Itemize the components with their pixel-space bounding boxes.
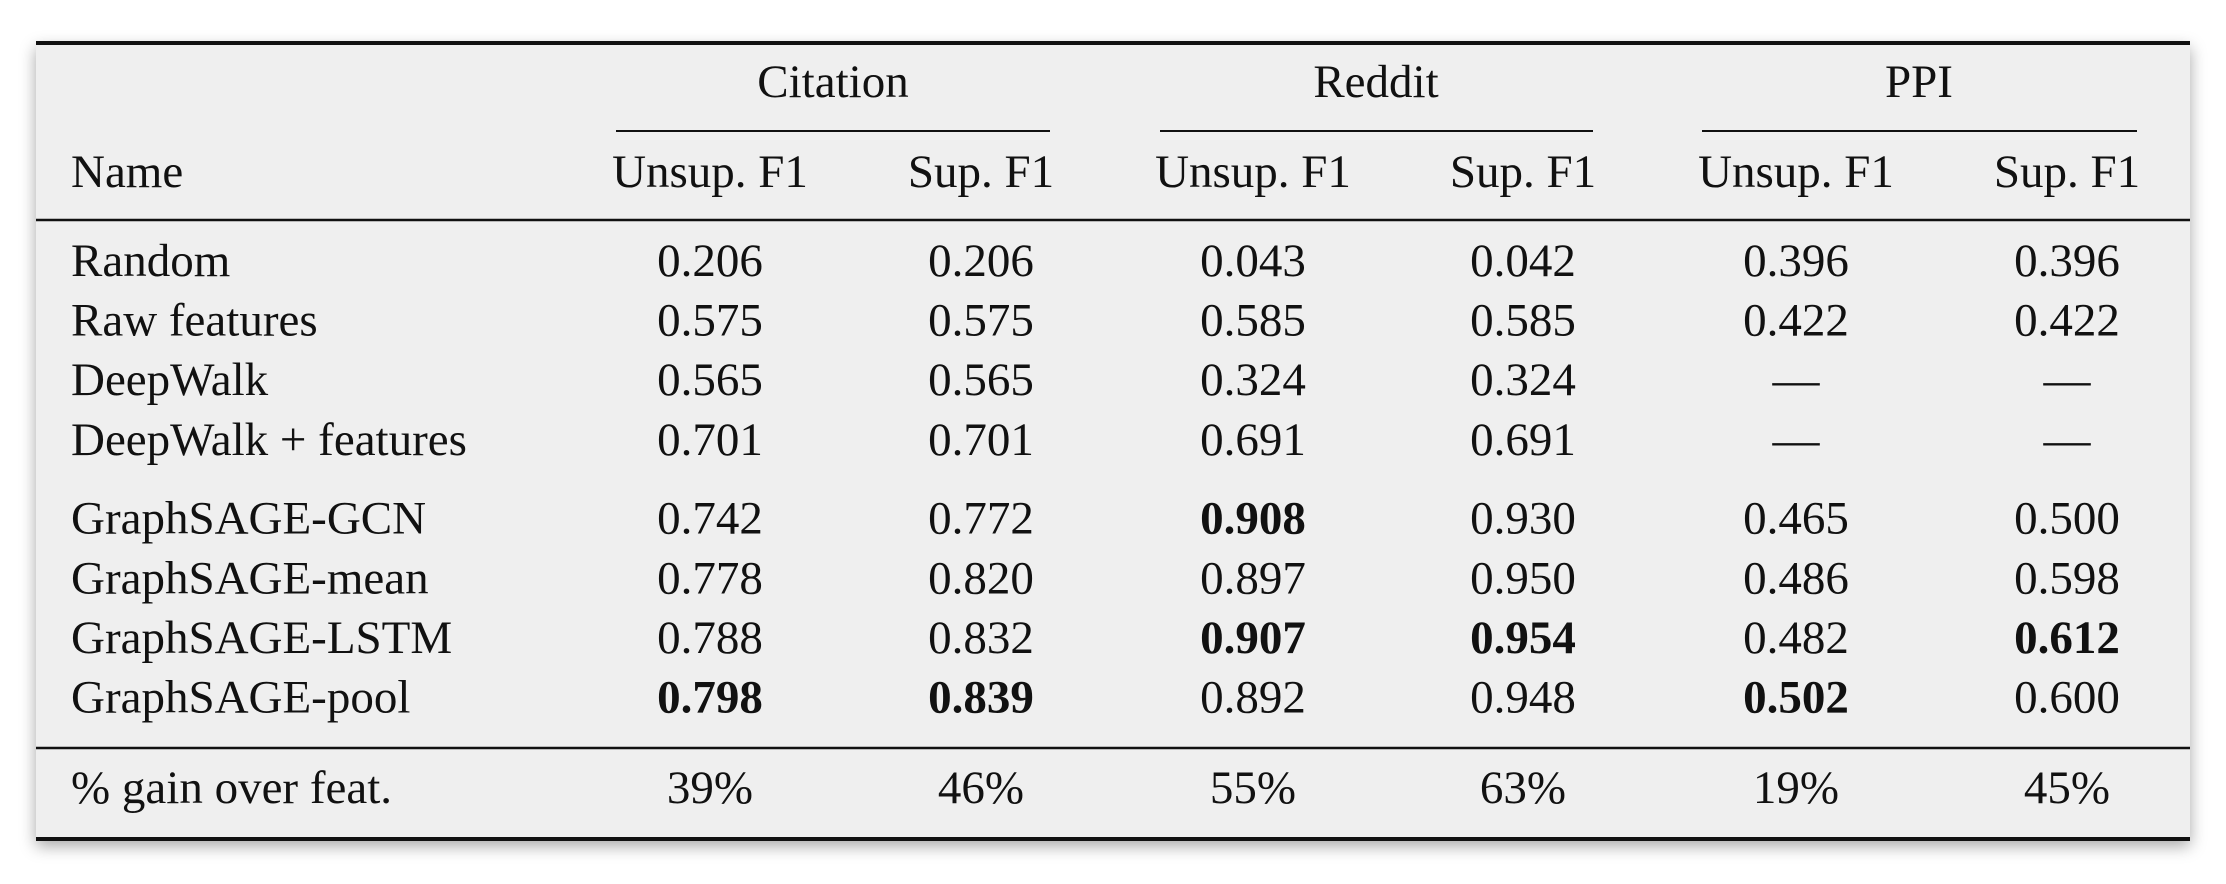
cell: 0.206 [928, 235, 1034, 287]
cell: 0.396 [2014, 235, 2120, 287]
cell: 0.465 [1743, 493, 1849, 545]
cell: 0.701 [657, 414, 763, 466]
cell: 0.742 [657, 493, 763, 545]
cell: 0.950 [1470, 552, 1576, 604]
column-header: Unsup. F1 [1698, 146, 1894, 198]
cell: 0.954 [1470, 612, 1576, 664]
cell: 0.948 [1470, 672, 1576, 724]
cell: 0.798 [657, 672, 763, 724]
cell: — [2043, 354, 2092, 406]
cell: 0.839 [928, 672, 1034, 724]
row-name: GraphSAGE-pool [71, 672, 410, 724]
cell: 0.396 [1743, 235, 1849, 287]
cell: 0.422 [2014, 294, 2120, 346]
cell: 0.500 [2014, 493, 2120, 545]
cell: 0.598 [2014, 552, 2120, 604]
row-name: GraphSAGE-GCN [71, 493, 426, 545]
cell: 0.907 [1200, 612, 1306, 664]
cell: — [1772, 354, 1821, 406]
column-header: Sup. F1 [1450, 146, 1596, 198]
group-header: PPI [1885, 56, 1953, 108]
cell: 0.691 [1470, 414, 1576, 466]
cell: 0.324 [1200, 354, 1306, 406]
cell: 0.565 [928, 354, 1034, 406]
cell: 0.820 [928, 552, 1034, 604]
cell: 0.206 [657, 235, 763, 287]
row-name: Raw features [71, 294, 318, 346]
cell: 0.930 [1470, 493, 1576, 545]
cell: 0.482 [1743, 612, 1849, 664]
cell: 0.788 [657, 612, 763, 664]
cell: 0.600 [2014, 672, 2120, 724]
row-name: Random [71, 235, 230, 287]
column-header: Sup. F1 [908, 146, 1054, 198]
cell: 0.575 [657, 294, 763, 346]
footer-cell: 63% [1480, 762, 1566, 814]
cell: 0.691 [1200, 414, 1306, 466]
footer-cell: 46% [938, 762, 1024, 814]
row-name: DeepWalk [71, 354, 269, 406]
cell: 0.043 [1200, 235, 1306, 287]
cell: 0.897 [1200, 552, 1306, 604]
column-header: Sup. F1 [1994, 146, 2140, 198]
cell: — [1772, 414, 1821, 466]
cell: 0.908 [1200, 493, 1306, 545]
cell: 0.585 [1200, 294, 1306, 346]
group-header: Citation [757, 56, 908, 108]
row-name: DeepWalk + features [71, 414, 467, 466]
footer-name: % gain over feat. [71, 762, 392, 814]
cell: 0.324 [1470, 354, 1576, 406]
column-header: Unsup. F1 [612, 146, 808, 198]
group-header: Reddit [1313, 56, 1438, 108]
footer-cell: 19% [1753, 762, 1839, 814]
cell: 0.701 [928, 414, 1034, 466]
cell: 0.772 [928, 493, 1034, 545]
cell: — [2043, 414, 2092, 466]
column-header: Unsup. F1 [1155, 146, 1351, 198]
cell: 0.575 [928, 294, 1034, 346]
cell: 0.832 [928, 612, 1034, 664]
column-header: Name [71, 146, 183, 198]
cell: 0.612 [2014, 612, 2120, 664]
cell: 0.502 [1743, 672, 1849, 724]
row-name: GraphSAGE-mean [71, 552, 429, 604]
cell: 0.042 [1470, 235, 1576, 287]
cell: 0.585 [1470, 294, 1576, 346]
cell: 0.486 [1743, 552, 1849, 604]
cell: 0.565 [657, 354, 763, 406]
footer-cell: 45% [2024, 762, 2110, 814]
footer-cell: 39% [667, 762, 753, 814]
card-background [36, 42, 2190, 840]
footer-cell: 55% [1210, 762, 1296, 814]
cell: 0.892 [1200, 672, 1306, 724]
row-name: GraphSAGE-LSTM [71, 612, 452, 664]
cell: 0.422 [1743, 294, 1849, 346]
cell: 0.778 [657, 552, 763, 604]
